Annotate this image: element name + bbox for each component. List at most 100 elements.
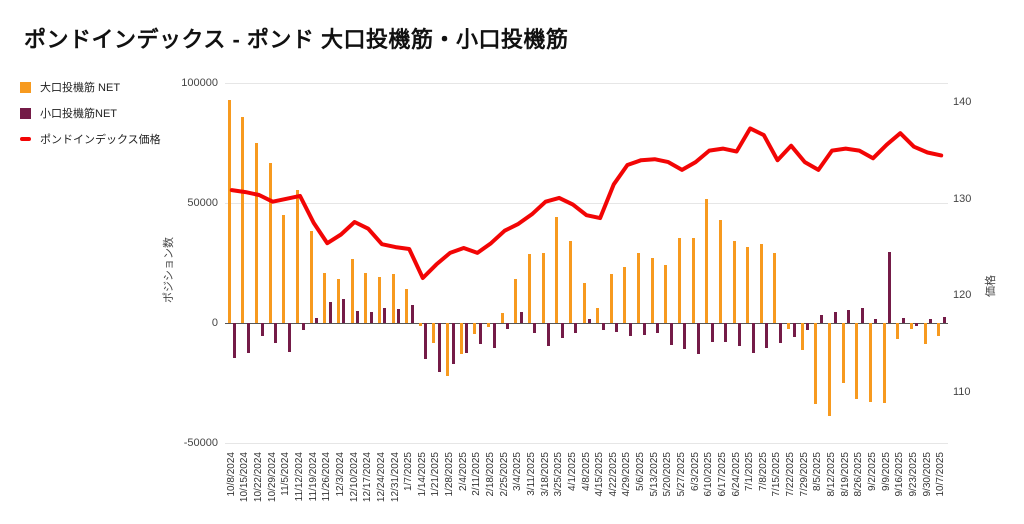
- y-axis-tick-left: 50000: [187, 197, 218, 209]
- legend-swatch-small-spec-icon: [20, 107, 31, 119]
- bar-large-spec: [664, 264, 668, 323]
- x-axis-date-label: 9/23/2025: [907, 452, 919, 497]
- legend-swatch-large-spec-icon: [20, 81, 31, 93]
- bar-large-spec: [923, 323, 927, 344]
- x-axis-date-label: 9/2/2025: [866, 452, 878, 491]
- gridline: [225, 82, 948, 84]
- chart-title: ポンドインデックス - ポンド 大口投機筋・小口投機筋: [24, 27, 569, 52]
- x-axis-date-label: 12/3/2024: [334, 452, 346, 497]
- legend-label-large-spec: 大口投機筋 NET: [40, 82, 121, 94]
- bar-small-spec: [328, 302, 332, 323]
- bar-small-spec: [437, 323, 441, 372]
- bar-small-spec: [860, 308, 864, 323]
- bar-large-spec: [568, 240, 572, 323]
- x-axis-date-label: 4/1/2025: [566, 452, 578, 491]
- bar-small-spec: [874, 318, 878, 323]
- gridline: [225, 202, 948, 204]
- bar-small-spec: [397, 308, 401, 323]
- bar-small-spec: [601, 323, 605, 330]
- bar-small-spec: [615, 323, 619, 332]
- x-axis-date-label: 12/24/2024: [375, 452, 387, 503]
- bar-large-spec: [596, 308, 600, 323]
- bar-large-spec: [882, 323, 886, 403]
- bar-large-spec: [296, 189, 300, 323]
- bar-large-spec: [937, 323, 941, 336]
- y-axis-tick-left: -50000: [183, 437, 218, 449]
- x-axis-date-label: 3/11/2025: [525, 452, 537, 496]
- bar-large-spec: [746, 246, 750, 323]
- x-axis-date-label: 1/14/2025: [416, 452, 428, 497]
- bar-small-spec: [274, 323, 278, 343]
- y-axis-title-left: ポジション数: [163, 237, 175, 303]
- legend-label-small-spec: 小口投機筋NET: [40, 108, 117, 120]
- bar-small-spec: [301, 323, 305, 331]
- bar-small-spec: [424, 323, 428, 359]
- x-axis-date-label: 3/4/2025: [512, 452, 524, 491]
- bar-small-spec: [942, 317, 946, 323]
- bar-small-spec: [778, 323, 782, 343]
- bar-small-spec: [465, 323, 469, 353]
- bar-small-spec: [547, 323, 551, 347]
- legend-swatch-price-line-icon: [20, 137, 31, 141]
- bar-large-spec: [268, 163, 272, 323]
- x-axis-date-label: 11/12/2024: [294, 452, 306, 502]
- bar-small-spec: [492, 323, 496, 348]
- x-axis-date-label: 8/12/2025: [826, 452, 838, 497]
- y-axis-tick-right: 120: [953, 289, 972, 302]
- bar-small-spec: [888, 251, 892, 323]
- x-axis-date-label: 8/26/2025: [853, 452, 865, 497]
- bar-small-spec: [356, 311, 360, 323]
- bar-large-spec: [527, 253, 531, 323]
- bar-large-spec: [773, 252, 777, 323]
- bar-small-spec: [588, 319, 591, 323]
- bar-large-spec: [691, 238, 695, 323]
- bar-large-spec: [227, 99, 231, 323]
- x-axis-date-label: 2/18/2025: [485, 452, 496, 497]
- y-axis-tick-left: 100000: [181, 77, 218, 89]
- x-axis-date-label: 7/1/2025: [744, 452, 756, 491]
- x-axis-date-label: 6/3/2025: [689, 452, 701, 491]
- bar-large-spec: [309, 230, 313, 323]
- bar-large-spec: [377, 277, 381, 323]
- bar-large-spec: [759, 243, 763, 323]
- bar-large-spec: [718, 220, 722, 323]
- x-axis-date-label: 5/27/2025: [675, 452, 687, 497]
- bar-large-spec: [446, 323, 450, 376]
- bar-large-spec: [336, 278, 340, 323]
- x-axis-date-label: 10/8/2024: [225, 452, 237, 497]
- bar-small-spec: [315, 318, 319, 323]
- x-axis-date-label: 5/6/2025: [635, 452, 647, 491]
- bar-small-spec: [233, 323, 237, 358]
- bar-large-spec: [255, 143, 259, 323]
- bar-large-spec: [323, 272, 327, 323]
- bar-large-spec: [405, 289, 409, 323]
- bar-small-spec: [574, 323, 578, 334]
- bar-large-spec: [541, 252, 545, 323]
- bar-large-spec: [473, 323, 477, 335]
- bar-small-spec: [642, 323, 646, 335]
- x-axis-date-label: 2/11/2025: [471, 452, 483, 496]
- bar-small-spec: [819, 315, 823, 323]
- bar-large-spec: [855, 323, 859, 400]
- x-axis-date-label: 7/8/2025: [757, 452, 769, 491]
- bar-large-spec: [500, 312, 504, 323]
- x-axis-date-label: 9/16/2025: [894, 452, 906, 497]
- bar-large-spec: [637, 252, 641, 323]
- bar-large-spec: [282, 215, 286, 323]
- x-axis-date-label: 7/22/2025: [785, 452, 797, 497]
- bar-small-spec: [369, 311, 373, 323]
- x-axis-date-label: 9/9/2025: [880, 452, 892, 491]
- bar-small-spec: [901, 317, 905, 323]
- bar-large-spec: [432, 323, 436, 344]
- x-axis-date-label: 7/15/2025: [771, 452, 783, 497]
- x-axis-date-label: 10/7/2025: [935, 452, 947, 497]
- x-axis-date-label: 10/29/2024: [266, 452, 278, 503]
- bar-small-spec: [915, 323, 919, 326]
- bar-small-spec: [451, 323, 455, 364]
- bar-large-spec: [582, 282, 586, 323]
- x-axis-date-label: 4/29/2025: [621, 452, 633, 497]
- x-axis-date-label: 1/21/2025: [430, 452, 442, 497]
- bar-large-spec: [828, 323, 832, 416]
- bar-small-spec: [833, 311, 837, 323]
